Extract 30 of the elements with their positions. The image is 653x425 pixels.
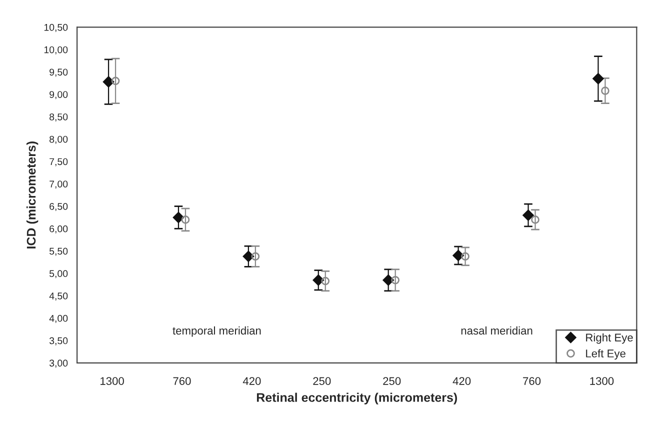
y-tick-label: 3,50: [49, 337, 68, 346]
y-tick-label: 7,50: [50, 158, 68, 166]
legend-label: Right Eye: [586, 333, 633, 344]
y-tick-label: 6,00: [50, 225, 68, 234]
x-tick-label: 760: [173, 377, 191, 385]
y-tick-label: 9,50: [50, 68, 68, 77]
y-tick-label: 8,00: [50, 136, 68, 144]
y-tick-label: 9,00: [50, 91, 68, 100]
x-tick-label: 250: [383, 377, 401, 385]
x-tick-label: 760: [523, 377, 541, 385]
y-tick-label: 6,50: [50, 203, 68, 212]
y-tick-label: 8,50: [50, 113, 68, 122]
y-tick-label: 3,00: [49, 360, 68, 368]
y-tick-label: 7,00: [50, 180, 68, 189]
y-axis-title: ICD (micrometers): [26, 142, 38, 248]
y-tick-label: 5,50: [49, 248, 68, 256]
x-axis-title: Retinal eccentricity (micrometers): [256, 392, 457, 404]
y-tick-label: 10,50: [44, 24, 68, 32]
x-tick-label: 1300: [590, 377, 614, 385]
annotation: temporal meridian: [172, 326, 261, 337]
annotation: nasal meridian: [461, 326, 532, 335]
y-tick-label: 10,00: [44, 46, 68, 54]
y-tick-label: 4,50: [49, 292, 68, 301]
legend-label: Left Eye: [586, 349, 626, 360]
x-tick-label: 420: [242, 377, 261, 385]
y-tick-label: 5,00: [49, 270, 68, 278]
y-tick-label: 4,00: [49, 314, 68, 323]
x-tick-label: 420: [452, 377, 471, 385]
x-tick-label: 250: [313, 377, 331, 385]
x-tick-label: 1300: [100, 377, 124, 385]
